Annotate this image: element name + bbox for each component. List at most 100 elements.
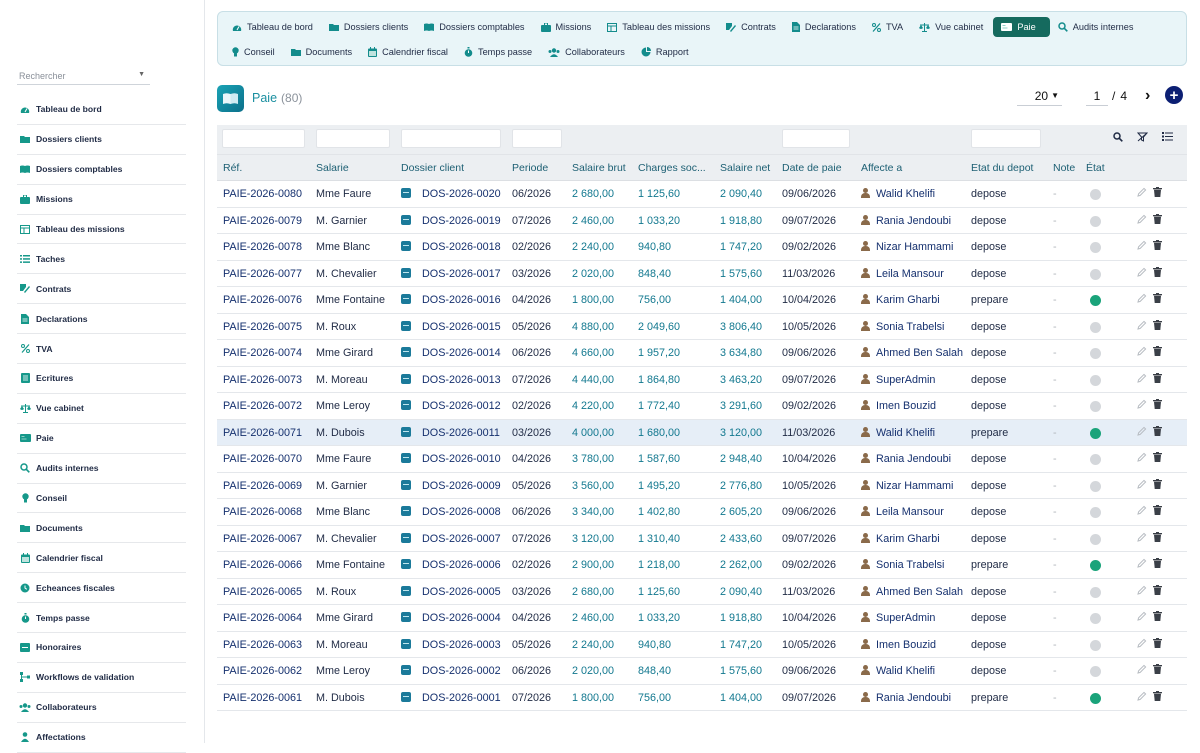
trash-icon[interactable] (1153, 213, 1162, 227)
column-header[interactable]: Note (1053, 162, 1076, 174)
trash-icon[interactable] (1153, 425, 1162, 439)
trash-icon[interactable] (1153, 346, 1162, 359)
nav-tab-dossiers-clients[interactable]: Dossiers clients (323, 17, 416, 37)
nav-tab-collaborateurs[interactable]: Collaborateurs (542, 42, 633, 62)
cell-dossier[interactable]: DOS-2026-0006 (401, 559, 501, 571)
table-row[interactable]: PAIE-2026-0080 Mme Faure DOS-2026-0020 06/2… (217, 181, 1187, 208)
table-row[interactable]: PAIE-2026-0069 M. Garnier DOS-2026-0009 05/… (217, 472, 1187, 499)
column-header[interactable]: Charges soc... (638, 162, 706, 174)
table-row[interactable]: PAIE-2026-0072 Mme Leroy DOS-2026-0012 02/2… (217, 393, 1187, 420)
column-list-icon[interactable] (1162, 132, 1173, 145)
sidebar-item-tableau-de-bord[interactable]: Tableau de bord (17, 95, 186, 125)
trash-icon[interactable] (1153, 372, 1162, 386)
table-row[interactable]: PAIE-2026-0061 M. Dubois DOS-2026-0001 07/2… (217, 684, 1187, 711)
filter-dossier[interactable] (401, 129, 501, 148)
trash-icon[interactable] (1153, 452, 1162, 465)
cell-dossier[interactable]: DOS-2026-0002 (401, 665, 501, 677)
dossier-link[interactable]: DOS-2026-0010 (422, 453, 501, 465)
filter-ref[interactable] (222, 129, 305, 148)
column-header[interactable]: Affecte a (861, 162, 903, 174)
current-page-input[interactable]: 1 (1086, 86, 1108, 106)
column-header[interactable]: État (1086, 162, 1105, 174)
cell-ref[interactable]: PAIE-2026-0075 (223, 320, 303, 333)
edit-pencil-icon[interactable] (1137, 187, 1147, 200)
sidebar-item-paie[interactable]: Paie (17, 424, 186, 454)
cell-ref[interactable]: PAIE-2026-0063 (223, 638, 303, 651)
dossier-link[interactable]: DOS-2026-0007 (422, 532, 501, 545)
trash-icon[interactable] (1153, 531, 1162, 545)
cell-dossier[interactable]: DOS-2026-0003 (401, 638, 501, 651)
cell-dossier[interactable]: DOS-2026-0010 (401, 453, 501, 465)
cell-dossier[interactable]: DOS-2026-0012 (401, 400, 501, 412)
add-button[interactable]: + (1165, 86, 1183, 104)
table-row[interactable]: PAIE-2026-0068 Mme Blanc DOS-2026-0008 06/2… (217, 499, 1187, 526)
table-row[interactable]: PAIE-2026-0078 Mme Blanc DOS-2026-0018 02/2… (217, 234, 1187, 261)
sidebar-item-taches[interactable]: Taches (17, 244, 186, 275)
cell-ref[interactable]: PAIE-2026-0077 (223, 267, 303, 280)
edit-pencil-icon[interactable] (1137, 267, 1147, 280)
trash-icon[interactable] (1153, 399, 1162, 412)
dossier-link[interactable]: DOS-2026-0013 (422, 373, 501, 386)
sidebar-item-calendrier-fiscal[interactable]: Calendrier fiscal (17, 543, 186, 574)
sidebar-item-ecritures[interactable]: Ecritures (17, 364, 186, 394)
edit-pencil-icon[interactable] (1137, 664, 1147, 677)
sidebar-item-conseil[interactable]: Conseil (17, 484, 186, 514)
cell-dossier[interactable]: DOS-2026-0011 (401, 426, 500, 439)
column-header[interactable]: Date de paie (782, 162, 842, 174)
table-row[interactable]: PAIE-2026-0074 Mme Girard DOS-2026-0014 06/… (217, 340, 1187, 367)
edit-pencil-icon[interactable] (1137, 532, 1147, 545)
cell-ref[interactable]: PAIE-2026-0066 (223, 559, 303, 571)
cell-ref[interactable]: PAIE-2026-0067 (223, 532, 303, 545)
nav-tab-tableau-de-bord[interactable]: Tableau de bord (226, 17, 321, 37)
filter-salarie[interactable] (316, 129, 390, 148)
nav-tab-missions[interactable]: Missions (535, 17, 600, 37)
edit-pencil-icon[interactable] (1137, 214, 1147, 227)
cell-ref[interactable]: PAIE-2026-0069 (223, 479, 303, 492)
cell-ref[interactable]: PAIE-2026-0064 (223, 612, 303, 624)
cell-ref[interactable]: PAIE-2026-0062 (223, 665, 303, 677)
table-row[interactable]: PAIE-2026-0062 Mme Leroy DOS-2026-0002 06/2… (217, 658, 1187, 685)
edit-pencil-icon[interactable] (1137, 320, 1147, 333)
sidebar-item-documents[interactable]: Documents (17, 513, 186, 544)
filter-date[interactable] (782, 129, 850, 148)
cell-dossier[interactable]: DOS-2026-0017 (401, 267, 501, 280)
column-header[interactable]: Dossier client (401, 162, 465, 174)
dossier-link[interactable]: DOS-2026-0016 (422, 294, 501, 306)
column-header[interactable]: Salaire brut (572, 162, 626, 174)
nav-tab-tva[interactable]: TVA (866, 17, 911, 37)
cell-dossier[interactable]: DOS-2026-0013 (401, 373, 501, 386)
filter-periode[interactable] (512, 129, 562, 148)
dossier-link[interactable]: DOS-2026-0008 (422, 506, 501, 518)
nav-tab-vue-cabinet[interactable]: Vue cabinet (913, 17, 991, 37)
edit-pencil-icon[interactable] (1137, 399, 1147, 412)
edit-pencil-icon[interactable] (1137, 293, 1147, 306)
sidebar-item-echeances-fiscales[interactable]: Echeances fiscales (17, 573, 186, 604)
trash-icon[interactable] (1153, 637, 1162, 651)
cell-dossier[interactable]: DOS-2026-0016 (401, 294, 501, 306)
trash-icon[interactable] (1153, 293, 1162, 306)
table-row[interactable]: PAIE-2026-0065 M. Roux DOS-2026-0005 03/202… (217, 578, 1187, 605)
cell-ref[interactable]: PAIE-2026-0073 (223, 373, 303, 386)
dossier-link[interactable]: DOS-2026-0011 (422, 426, 500, 439)
nav-tab-rapport[interactable]: Rapport (635, 42, 697, 62)
cell-ref[interactable]: PAIE-2026-0070 (223, 453, 303, 465)
sidebar-item-dossiers-comptables[interactable]: Dossiers comptables (17, 155, 186, 185)
cell-ref[interactable]: PAIE-2026-0078 (223, 241, 303, 253)
sidebar-item-honoraires[interactable]: Honoraires (17, 633, 186, 663)
cell-ref[interactable]: PAIE-2026-0072 (223, 400, 303, 412)
table-row[interactable]: PAIE-2026-0070 Mme Faure DOS-2026-0010 04/2… (217, 446, 1187, 473)
clear-filter-icon[interactable] (1136, 132, 1149, 145)
column-header[interactable]: Etat du depot (971, 162, 1034, 174)
dossier-link[interactable]: DOS-2026-0002 (422, 665, 501, 677)
nav-tab-dossiers-comptables[interactable]: Dossiers comptables (418, 17, 532, 37)
table-row[interactable]: PAIE-2026-0076 Mme Fontaine DOS-2026-0016 0… (217, 287, 1187, 314)
column-header[interactable]: Salaire net (720, 162, 771, 174)
table-row[interactable]: PAIE-2026-0064 Mme Girard DOS-2026-0004 04/… (217, 605, 1187, 632)
sidebar-item-contrats[interactable]: Contrats (17, 274, 186, 305)
nav-tab-audits-internes[interactable]: Audits internes (1052, 17, 1142, 37)
trash-icon[interactable] (1153, 240, 1162, 253)
edit-pencil-icon[interactable] (1137, 240, 1147, 253)
trash-icon[interactable] (1153, 664, 1162, 677)
edit-pencil-icon[interactable] (1137, 691, 1147, 704)
cell-ref[interactable]: PAIE-2026-0061 (223, 691, 303, 704)
